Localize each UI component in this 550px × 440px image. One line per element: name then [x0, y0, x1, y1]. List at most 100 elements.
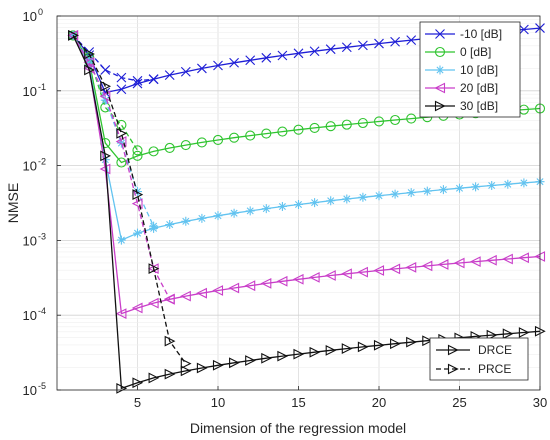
y-tick-label-exponent: 0 [38, 7, 43, 17]
data-point-marker [261, 52, 272, 63]
data-point-marker [197, 63, 207, 74]
legend-label: PRCE [478, 362, 511, 376]
data-point-marker [116, 72, 127, 83]
data-point-marker [406, 336, 417, 348]
data-point-marker [180, 290, 191, 302]
data-point-marker [276, 275, 288, 287]
y-tick-label-exponent: -3 [38, 231, 46, 241]
data-point-marker [164, 368, 176, 380]
data-point-marker [390, 338, 401, 350]
data-point-marker [294, 199, 303, 209]
data-point-marker [293, 48, 304, 59]
data-point-marker [277, 201, 287, 211]
data-point-marker [455, 183, 464, 193]
data-point-marker [405, 261, 417, 273]
data-point-marker [133, 228, 142, 238]
data-point-marker [212, 359, 224, 371]
method-legend-entry: PRCE [436, 362, 511, 376]
data-point-marker [503, 179, 513, 189]
data-point-marker [100, 150, 112, 162]
data-point-marker [244, 280, 256, 292]
data-point-marker [180, 66, 191, 77]
data-point-marker [100, 65, 111, 75]
data-point-marker [148, 263, 160, 274]
data-point-marker [438, 185, 448, 195]
data-point-marker [100, 80, 112, 92]
data-point-marker [213, 211, 223, 221]
snr-legend-entry: 20 [dB] [425, 81, 498, 95]
data-point-marker [132, 377, 144, 389]
snr-legend-entry: 0 [dB] [425, 45, 491, 59]
series-30db-prce [68, 30, 192, 370]
data-point-marker [434, 100, 446, 112]
data-point-marker [309, 122, 320, 133]
data-point-marker [212, 285, 224, 296]
y-tick-label: 10 [23, 159, 37, 174]
legend-label: 20 [dB] [460, 81, 498, 95]
y-tick-label-exponent: -1 [38, 82, 46, 92]
data-point-marker [326, 196, 336, 206]
data-point-marker [180, 358, 192, 370]
x-tick-label: 10 [211, 395, 225, 410]
data-point-marker [447, 344, 459, 356]
data-point-marker [435, 29, 445, 39]
legend-label: 0 [dB] [460, 45, 491, 59]
data-point-marker [325, 121, 336, 132]
data-point-marker [165, 220, 175, 230]
series-line [72, 35, 541, 390]
data-point-marker [471, 182, 481, 192]
data-point-marker [133, 187, 142, 197]
data-point-marker [68, 30, 79, 41]
data-point-marker [390, 189, 400, 199]
series-layer [67, 23, 546, 394]
data-point-marker [116, 84, 127, 95]
snr-legend-entry: -10 [dB] [425, 27, 502, 41]
data-point-marker [502, 328, 514, 340]
snr-legend: -10 [dB] 0 [dB] 10 [dB] 20 [dB] 30 [dB] [419, 21, 521, 118]
data-point-marker [164, 335, 176, 347]
data-point-marker [309, 346, 321, 358]
data-point-marker [148, 372, 160, 384]
legend-label: -10 [dB] [460, 27, 502, 41]
data-point-marker [325, 44, 336, 55]
data-point-marker [324, 270, 336, 281]
data-point-marker [325, 344, 337, 356]
data-point-marker [469, 256, 481, 268]
x-tick-label: 20 [372, 395, 386, 410]
data-point-marker [115, 308, 127, 320]
data-point-marker [261, 128, 272, 139]
data-point-marker [180, 140, 191, 151]
data-point-marker [148, 74, 159, 85]
data-point-marker [147, 297, 159, 309]
data-point-marker [518, 327, 530, 338]
data-point-marker [245, 355, 256, 366]
data-point-marker [342, 194, 352, 204]
data-point-marker [293, 348, 305, 360]
data-point-marker [148, 146, 159, 157]
data-point-marker [502, 253, 513, 265]
legend-label: 30 [dB] [460, 99, 498, 113]
data-point-marker [358, 40, 368, 51]
x-tick-label: 15 [291, 395, 305, 410]
y-tick-label: 10 [23, 308, 37, 323]
data-point-marker [373, 339, 385, 351]
data-point-marker [373, 116, 385, 127]
data-point-marker [406, 113, 417, 124]
data-point-marker [229, 57, 239, 68]
data-point-marker [84, 48, 95, 60]
data-point-marker [519, 178, 529, 188]
snr-legend-entry: 10 [dB] [425, 63, 498, 77]
data-point-marker [213, 60, 223, 71]
data-point-marker [212, 134, 224, 146]
data-point-marker [422, 186, 432, 196]
data-point-marker [357, 117, 368, 129]
x-axis-label: Dimension of the regression model [190, 420, 406, 436]
data-point-marker [245, 55, 256, 66]
snr-legend-items: -10 [dB] 0 [dB] 10 [dB] 20 [dB] 30 [dB] [425, 27, 502, 113]
y-tick-label: 10 [23, 9, 37, 24]
data-point-marker [421, 260, 433, 272]
data-point-marker [116, 157, 127, 168]
y-tick-label: 10 [23, 84, 37, 99]
data-point-marker [434, 82, 446, 94]
